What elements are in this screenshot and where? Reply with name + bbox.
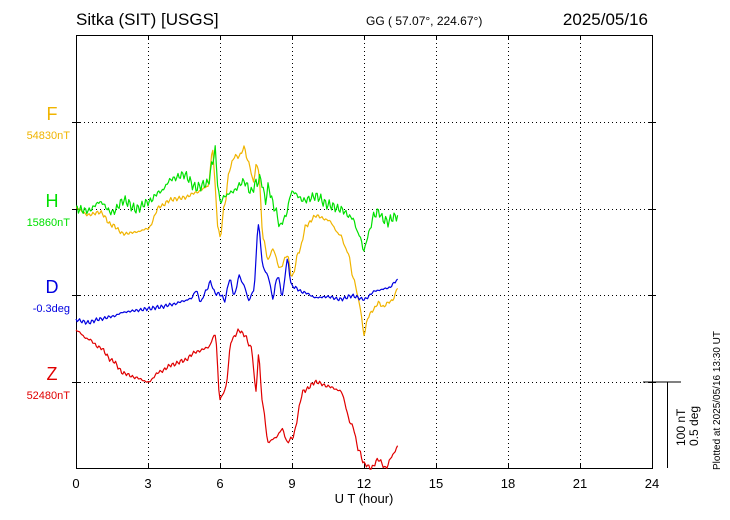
x-tick-label: 6 — [216, 476, 223, 491]
x-tick-label: 18 — [501, 476, 515, 491]
scale-bar — [643, 381, 681, 468]
series-baseline-d: -0.3deg — [33, 303, 70, 315]
series-line-d — [75, 224, 399, 325]
grid-lines — [72, 35, 656, 468]
series-line-z — [75, 328, 399, 470]
series-line-f — [75, 145, 399, 337]
series-baseline-f: 54830nT — [27, 130, 71, 142]
series-name-h: H — [46, 191, 59, 211]
series-name-d: D — [46, 277, 59, 297]
plot-date: 2025/05/16 — [562, 10, 648, 29]
scale-label-nt: 100 nT — [674, 408, 688, 446]
plotted-timestamp: Plotted at 2025/05/16 13:30 UT — [712, 331, 723, 470]
series-line-h — [75, 145, 399, 252]
series-name-f: F — [47, 104, 58, 124]
series-baseline-z: 52480nT — [27, 390, 71, 402]
x-tick-label: 15 — [429, 476, 443, 491]
series-name-z: Z — [47, 364, 58, 384]
geo-coordinates: GG ( 57.07°, 224.67°) — [366, 14, 483, 28]
x-axis: 0 3 6 9 12 15 18 21 24 — [72, 35, 659, 491]
series-baseline-h: 15860nT — [27, 217, 71, 229]
station-title: Sitka (SIT) [USGS] — [76, 10, 219, 29]
x-tick-label: 24 — [645, 476, 659, 491]
x-axis-title: U T (hour) — [335, 491, 394, 506]
x-tick-label: 3 — [144, 476, 151, 491]
x-tick-label: 21 — [573, 476, 587, 491]
x-tick-label: 0 — [72, 476, 79, 491]
series-labels: F 54830nT H 15860nT D -0.3deg Z 52480nT — [27, 104, 71, 402]
x-tick-label: 12 — [357, 476, 371, 491]
x-tick-label: 9 — [288, 476, 295, 491]
scale-label-deg: 0.5 deg — [687, 405, 701, 446]
series-group — [75, 145, 399, 470]
